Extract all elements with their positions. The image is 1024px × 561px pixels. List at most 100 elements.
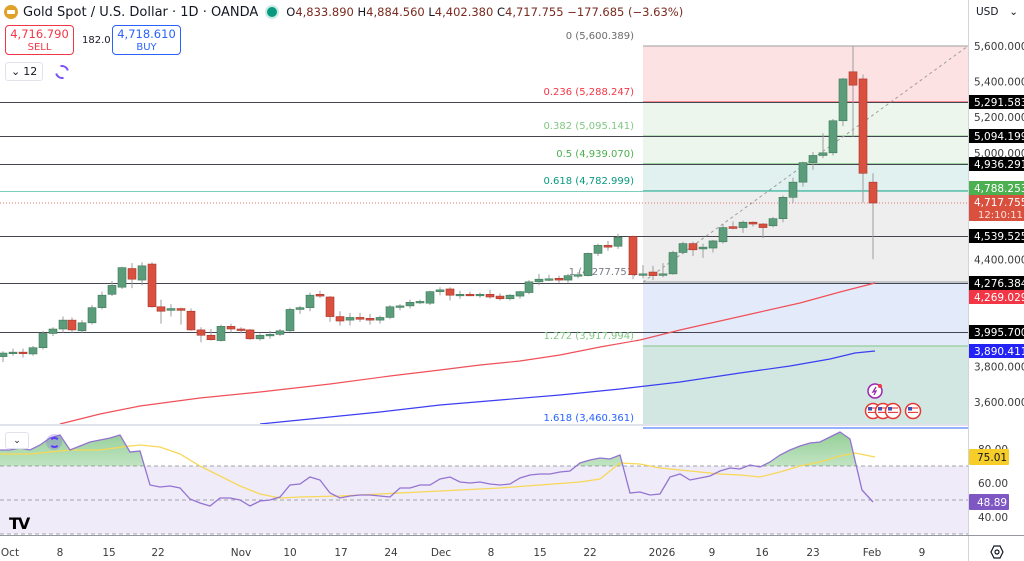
candle-up[interactable]	[798, 162, 808, 183]
candle-up[interactable]	[593, 245, 603, 254]
candle-down[interactable]	[858, 78, 868, 174]
candle-up[interactable]	[395, 305, 405, 308]
candle-up[interactable]	[668, 252, 678, 275]
candle-up[interactable]	[708, 240, 718, 249]
candle-up[interactable]	[0, 352, 8, 357]
settings-icon[interactable]	[990, 545, 1004, 559]
candle-up[interactable]	[38, 333, 48, 349]
candle-down[interactable]	[445, 288, 455, 296]
candle-down[interactable]	[236, 328, 246, 331]
candle-up[interactable]	[524, 281, 534, 293]
candle-up[interactable]	[828, 120, 838, 154]
candle-up[interactable]	[8, 351, 18, 354]
candle-up[interactable]	[678, 243, 688, 253]
candle-down[interactable]	[196, 329, 206, 336]
buy-button[interactable]: 4,718.610 BUY	[112, 25, 181, 55]
candle-down[interactable]	[245, 329, 255, 340]
candle-down[interactable]	[335, 316, 345, 322]
candle-down[interactable]	[355, 317, 365, 320]
candle-down[interactable]	[728, 226, 738, 229]
candle-up[interactable]	[295, 307, 305, 310]
candle-up[interactable]	[638, 273, 648, 276]
candle-up[interactable]	[77, 322, 87, 332]
candle-down[interactable]	[688, 243, 698, 251]
candle-up[interactable]	[375, 317, 385, 321]
candle-down[interactable]	[485, 294, 495, 298]
candle-down[interactable]	[18, 351, 28, 354]
candle-up[interactable]	[58, 319, 68, 330]
candle-up[interactable]	[425, 291, 435, 304]
candle-up[interactable]	[613, 237, 623, 247]
indicators-toggle-button[interactable]: ⌄ 12	[5, 62, 44, 81]
candle-up[interactable]	[216, 326, 226, 341]
candle-down[interactable]	[176, 308, 186, 311]
candle-up[interactable]	[505, 294, 515, 300]
candle-down[interactable]	[603, 245, 613, 248]
candle-up[interactable]	[534, 278, 544, 283]
symbol-title[interactable]: Gold Spot / U.S. Dollar · 1D · OANDA	[23, 4, 259, 20]
candle-down[interactable]	[206, 334, 216, 340]
candle-down[interactable]	[554, 277, 564, 281]
candle-up[interactable]	[87, 307, 97, 324]
candle-down[interactable]	[147, 263, 157, 308]
candle-up[interactable]	[738, 221, 748, 228]
candle-up[interactable]	[718, 227, 728, 243]
candle-down[interactable]	[365, 318, 375, 321]
candle-up[interactable]	[515, 291, 525, 297]
candle-down[interactable]	[186, 310, 196, 331]
candle-up[interactable]	[265, 334, 275, 337]
candle-up[interactable]	[544, 278, 554, 281]
candle-down[interactable]	[648, 271, 658, 276]
candle-up[interactable]	[48, 328, 58, 334]
candle-up[interactable]	[573, 274, 583, 277]
candle-up[interactable]	[778, 197, 788, 219]
currency-selector[interactable]: USD ⌄	[972, 2, 1022, 22]
candle-down[interactable]	[748, 221, 758, 225]
candle-down[interactable]	[156, 306, 166, 312]
candle-up[interactable]	[285, 309, 295, 332]
candle-down[interactable]	[758, 223, 768, 228]
candle-down[interactable]	[465, 294, 475, 297]
candle-down[interactable]	[628, 236, 638, 276]
rsi-refresh-icon[interactable]	[46, 434, 62, 450]
candle-down[interactable]	[495, 295, 505, 300]
candle-down[interactable]	[325, 296, 335, 317]
candle-up[interactable]	[97, 294, 107, 308]
candle-up[interactable]	[455, 294, 465, 297]
candle-down[interactable]	[127, 268, 137, 280]
candle-up[interactable]	[345, 317, 355, 321]
candle-up[interactable]	[166, 308, 176, 311]
candle-up[interactable]	[768, 218, 778, 227]
candle-up[interactable]	[838, 78, 848, 122]
candle-up[interactable]	[255, 334, 265, 340]
candle-down[interactable]	[67, 319, 77, 331]
candle-down[interactable]	[848, 71, 858, 86]
candle-up[interactable]	[658, 273, 668, 276]
candle-up[interactable]	[818, 152, 828, 156]
candle-up[interactable]	[415, 301, 425, 304]
candle-up[interactable]	[475, 294, 485, 297]
candle-up[interactable]	[305, 294, 315, 308]
candle-up[interactable]	[107, 285, 117, 295]
us-flag-event-icon[interactable]	[904, 402, 922, 420]
rsi-collapse-button[interactable]: ⌄	[5, 432, 29, 449]
candle-up[interactable]	[275, 330, 285, 335]
candle-up[interactable]	[808, 155, 818, 163]
candle-down[interactable]	[226, 326, 236, 330]
candle-up[interactable]	[28, 347, 38, 355]
candle-up[interactable]	[563, 275, 573, 281]
us-flag-event-icon[interactable]	[884, 402, 902, 420]
candle-up[interactable]	[698, 246, 708, 250]
candle-down[interactable]	[315, 294, 325, 297]
candle-up[interactable]	[137, 265, 147, 281]
refresh-icon[interactable]	[52, 61, 72, 82]
candle-up[interactable]	[788, 181, 798, 198]
tradingview-logo[interactable]: TV	[9, 514, 30, 533]
candle-up[interactable]	[405, 302, 415, 307]
economic-event-flash-icon[interactable]	[867, 383, 883, 399]
candle-up[interactable]	[583, 253, 593, 276]
sell-button[interactable]: 4,716.790 SELL	[5, 25, 74, 55]
candle-up[interactable]	[117, 267, 127, 288]
candle-up[interactable]	[385, 306, 395, 318]
